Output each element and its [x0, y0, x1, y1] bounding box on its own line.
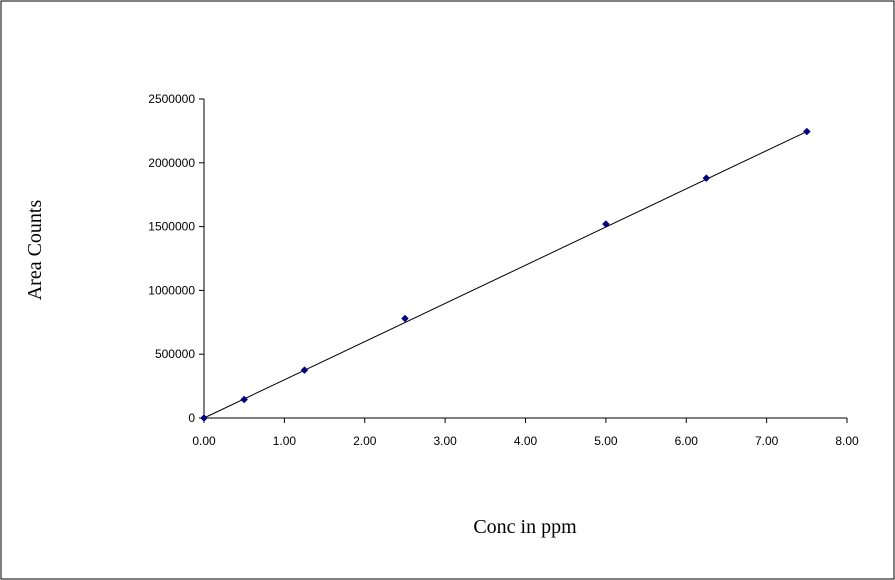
y-tick-label: 1000000: [148, 283, 195, 297]
y-axis-title: Area Counts: [24, 200, 46, 301]
x-tick-label: 3.00: [433, 434, 457, 448]
x-tick-label: 2.00: [353, 434, 377, 448]
data-points: [200, 127, 811, 422]
data-point: [300, 366, 309, 375]
x-tick-label: 0.00: [192, 434, 216, 448]
data-point: [200, 414, 208, 422]
x-tick-label: 4.00: [514, 434, 538, 448]
y-tick-label: 1500000: [148, 220, 195, 234]
data-point: [602, 220, 610, 228]
y-tick-label: 2500000: [148, 92, 195, 106]
x-axis-title: Conc in ppm: [473, 516, 577, 538]
x-tick-label: 1.00: [273, 434, 297, 448]
data-point: [802, 127, 811, 136]
x-tick-label: 8.00: [835, 434, 859, 448]
y-ticks: 0 500000 1000000 1500000 2000000 2500000: [148, 92, 204, 425]
x-ticks: 0.00 1.00 2.00 3.00 4.00 5.00 6.00 7.00 8.00: [192, 418, 859, 448]
y-tick-label: 0: [188, 411, 195, 425]
x-tick-label: 7.00: [755, 434, 779, 448]
data-point: [240, 395, 249, 404]
data-point: [702, 174, 711, 182]
y-tick-label: 500000: [155, 347, 195, 361]
y-tick-label: 2000000: [148, 156, 195, 170]
x-tick-label: 6.00: [675, 434, 699, 448]
x-tick-label: 5.00: [594, 434, 618, 448]
data-point: [401, 314, 409, 323]
